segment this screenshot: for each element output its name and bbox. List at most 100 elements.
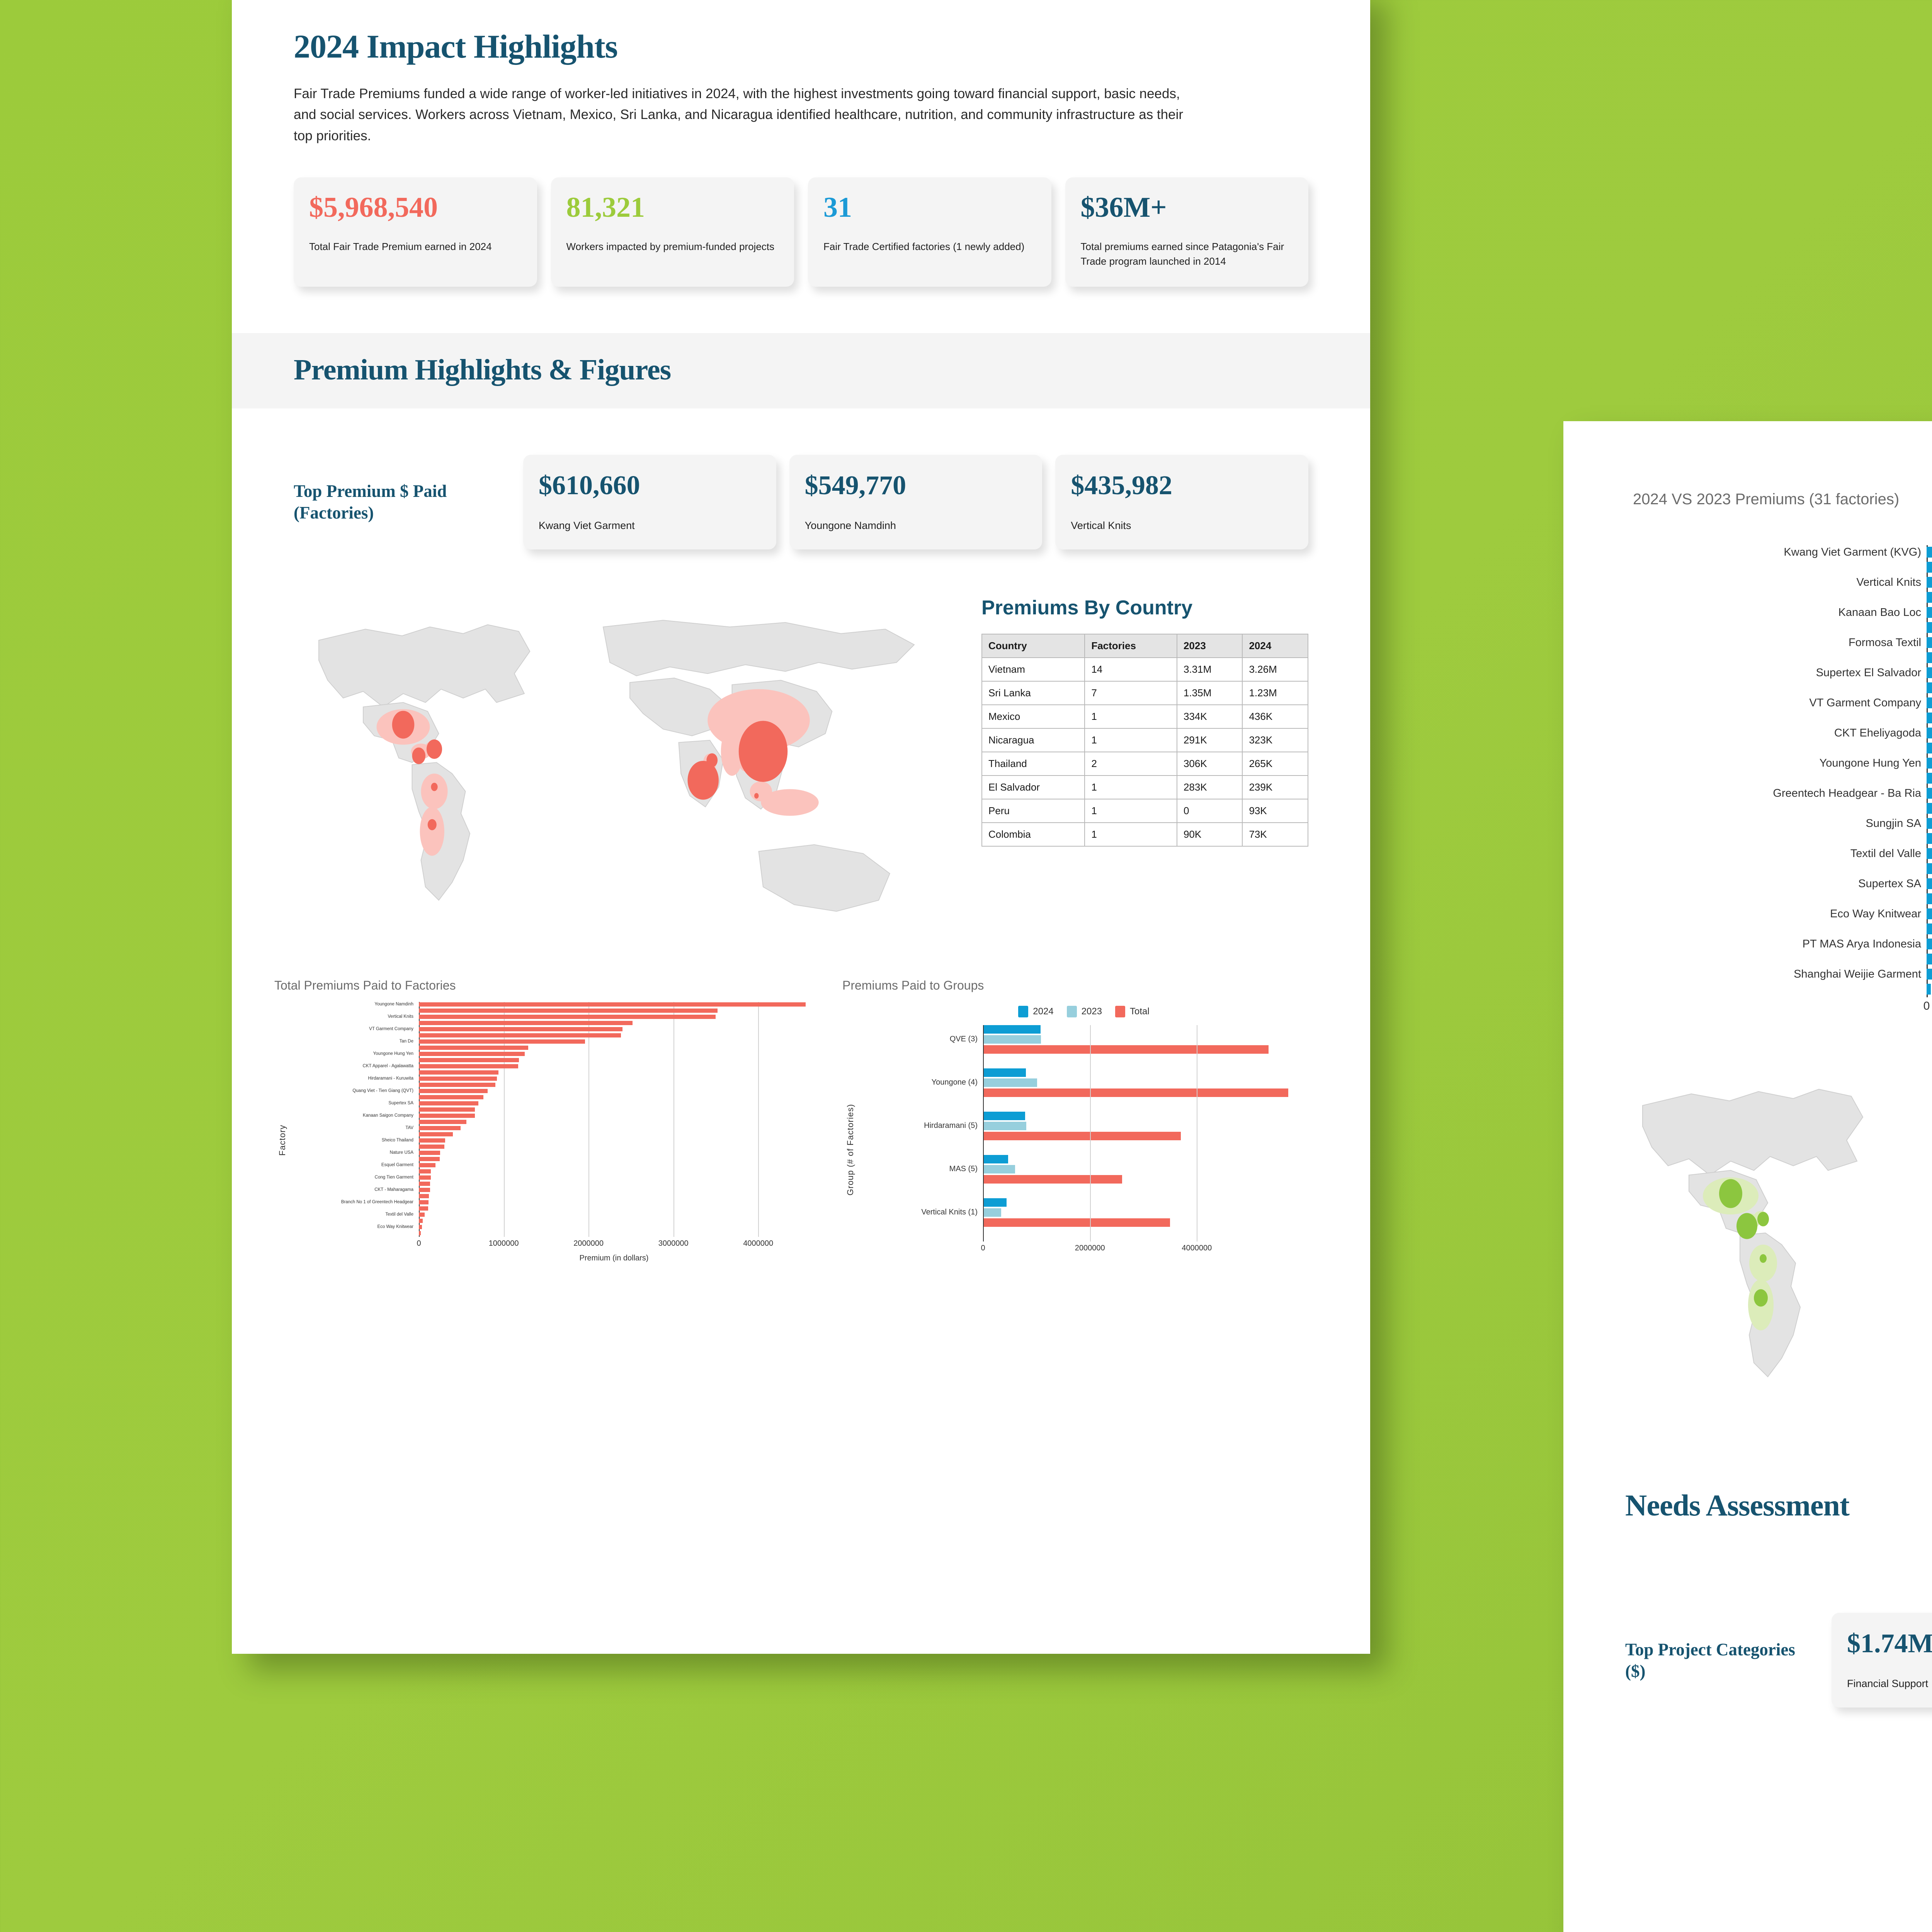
bar-track	[1927, 667, 1932, 678]
bar	[419, 1095, 483, 1100]
map-country-highlight	[421, 773, 448, 809]
bar	[419, 1070, 499, 1075]
category-label: Esquel Garment	[381, 1163, 413, 1168]
bar	[419, 1021, 633, 1026]
bar-track	[1927, 969, 1932, 980]
bar-segment-2024	[1927, 833, 1932, 844]
table-row: Colombia 1 90K 73K	[981, 822, 1308, 847]
table-cell: 1.35M	[1176, 681, 1243, 706]
bar	[419, 1213, 425, 1217]
top-premium-card: $435,982 Vertical Knits	[1055, 454, 1309, 549]
table-cell: El Salvador	[981, 775, 1085, 800]
bar-track	[1927, 863, 1932, 874]
map-bubble	[1760, 1254, 1767, 1263]
legend-label: 2024	[1033, 1006, 1054, 1017]
chart-premiums-groups: Premiums Paid to Groups 2024 2023 Total Gr…	[842, 978, 1325, 1263]
bar-track	[1927, 878, 1932, 889]
bar-segment-2024	[1927, 758, 1932, 769]
top-premium-label: Top Premium $ Paid (Factories)	[294, 481, 447, 523]
bar-segment-2024	[1927, 954, 1932, 964]
bar	[419, 1002, 806, 1007]
map-bubble	[738, 721, 788, 782]
bar-track	[1927, 908, 1932, 919]
stat-card: 81,321 Workers impacted by premium-funde…	[551, 177, 794, 287]
bar	[419, 1058, 519, 1063]
bar	[419, 1175, 431, 1180]
category-label: Textil del Valle	[1850, 847, 1921, 860]
bar-track	[419, 1027, 827, 1032]
bar-2024	[983, 1025, 1041, 1034]
bar	[419, 1219, 423, 1223]
bar	[419, 1188, 430, 1192]
category-label: Quang Viet - Tien Giang (QVT)	[352, 1088, 413, 1094]
x-axis: 0 1000000 2000000 3000000 4000000	[417, 1237, 809, 1254]
map-landmass	[758, 844, 890, 912]
bar-track	[419, 1107, 827, 1112]
category-label: Youngone Hung Yen	[373, 1051, 413, 1056]
impact-section: 2024 Impact Highlights Fair Trade Premiu…	[232, 0, 1370, 146]
table-cell: 323K	[1242, 728, 1308, 753]
bar-segment-2024	[1927, 728, 1932, 738]
bar	[419, 1083, 495, 1087]
map-bubble	[1719, 1179, 1742, 1208]
table-cell: Mexico	[981, 704, 1085, 729]
x-axis: 050000010000001500000	[1923, 997, 1932, 1024]
legend-swatch	[1115, 1005, 1126, 1017]
bar-track	[419, 1052, 827, 1056]
map-bubble	[754, 793, 759, 799]
bar-track	[419, 1009, 827, 1013]
bar-2023	[983, 1121, 1027, 1130]
bar	[419, 1107, 475, 1112]
table-row: Sri Lanka 7 1.35M 1.23M	[981, 681, 1308, 706]
bar-track	[419, 1194, 827, 1199]
bar-segment-2024	[1927, 803, 1932, 814]
map-bubble	[427, 819, 437, 830]
bar-track	[419, 1083, 827, 1087]
bar-track	[419, 1002, 827, 1007]
axis-tick-label: 0	[981, 1243, 985, 1252]
bar-track	[419, 1157, 827, 1162]
category-label: MAS (5)	[949, 1165, 978, 1173]
workers-world-map	[1614, 1059, 1932, 1430]
chart-title: 2024 VS 2023 Premiums (31 factories)	[1633, 491, 1900, 508]
table-cell: Peru	[981, 799, 1085, 823]
bar-segment-2024	[1927, 984, 1931, 995]
premiums-world-map	[294, 596, 966, 951]
bar-segment-2024	[1927, 908, 1932, 919]
y-axis-title: Factory	[277, 1124, 287, 1156]
table-row: Mexico 1 334K 436K	[981, 704, 1308, 729]
bar-track	[1927, 713, 1932, 723]
bar	[419, 1163, 435, 1168]
table-cell: 14	[1084, 657, 1177, 682]
bar	[419, 1132, 453, 1137]
stat-card: 31 Fair Trade Certified factories (1 new…	[808, 177, 1051, 287]
bar-track	[1927, 743, 1932, 753]
bar-track	[419, 1225, 827, 1230]
bar-track	[419, 1219, 827, 1223]
bar-segment-2024	[1927, 743, 1932, 753]
bar-segment-2024	[1927, 637, 1932, 648]
bar-track	[1927, 803, 1932, 814]
bar	[419, 1145, 444, 1149]
bar-2023	[983, 1078, 1037, 1087]
table-cell: 436K	[1242, 704, 1308, 729]
bar-track	[419, 1039, 827, 1044]
map-landmass	[629, 677, 731, 736]
bar-segment-2024	[1927, 878, 1932, 889]
legend-swatch	[1018, 1005, 1029, 1017]
table-cell: 1.23M	[1242, 681, 1308, 706]
table-cell: 1	[1084, 728, 1177, 753]
bar-segment-2024	[1927, 969, 1932, 980]
legend-label: Total	[1130, 1006, 1150, 1017]
map-bubble	[1757, 1212, 1769, 1226]
table-header-row: Country Factories 2023 2024	[981, 634, 1308, 658]
bar	[419, 1033, 621, 1038]
bar-track	[1927, 954, 1932, 964]
axis-tick-label: 4000000	[743, 1239, 774, 1248]
bar-2023	[983, 1208, 1002, 1217]
map-bubble	[1736, 1213, 1757, 1239]
bar	[419, 1225, 422, 1230]
bar	[419, 1157, 440, 1162]
table-cell: Sri Lanka	[981, 681, 1085, 706]
bar-segment-2024	[1927, 697, 1932, 708]
